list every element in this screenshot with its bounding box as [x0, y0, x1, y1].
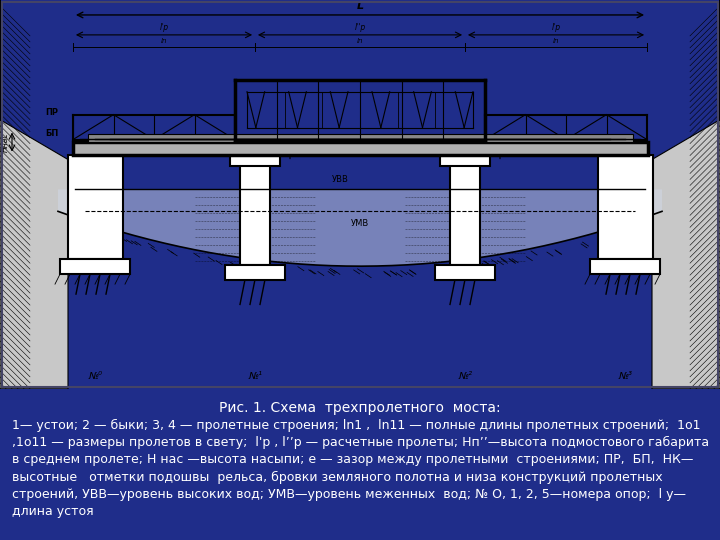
Bar: [598, 154, 653, 259]
Text: высотные   отметки подошвы  рельса, бровки земляного полотна и низа конструкций : высотные отметки подошвы рельса, бровки …: [12, 470, 662, 483]
Bar: [230, 154, 280, 166]
Text: l'р: l'р: [159, 23, 168, 32]
Text: БП: БП: [45, 129, 58, 138]
Text: строений, УВВ—уровень высоких вод; УМВ—уровень меженных  вод; № О, 1, 2, 5—номер: строений, УВВ—уровень высоких вод; УМВ—у…: [12, 488, 686, 501]
Polygon shape: [58, 190, 662, 266]
Bar: [435, 265, 495, 280]
Bar: [225, 265, 285, 280]
Bar: [60, 259, 130, 274]
Text: в среднем пролете; Н нас —высота насыпи; е — зазор между пролетными  строениями;: в среднем пролете; Н нас —высота насыпи;…: [12, 453, 693, 467]
Bar: [450, 154, 480, 265]
Bar: [68, 154, 123, 259]
Text: УВВ: УВВ: [332, 176, 348, 185]
Text: ln: ln: [356, 38, 364, 44]
Text: 1— устои; 2 — быки; 3, 4 — пролетные строения; ln1 ,  ln11 — полные длины пролет: 1— устои; 2 — быки; 3, 4 — пролетные стр…: [12, 419, 701, 432]
Text: ln: ln: [161, 38, 167, 44]
Text: №¹: №¹: [248, 371, 262, 381]
Text: №²: №²: [458, 371, 472, 381]
Text: НК: НК: [503, 147, 514, 156]
Text: НК: НК: [293, 147, 304, 156]
Text: l''р: l''р: [354, 23, 366, 32]
Text: №⁰: №⁰: [88, 371, 102, 381]
Text: ,1о11 — размеры пролетов в свету;  l'р , l’’р — расчетные пролеты; Нп’’—высота п: ,1о11 — размеры пролетов в свету; l'р , …: [12, 436, 709, 449]
Bar: [73, 141, 648, 154]
Text: Рис. 1. Схема  трехпролетного  моста:: Рис. 1. Схема трехпролетного моста:: [219, 401, 501, 415]
Text: Ннас: Ннас: [1, 132, 10, 152]
Bar: [440, 154, 490, 166]
Text: l'р: l'р: [552, 23, 561, 32]
Text: ПР: ПР: [45, 107, 58, 117]
Bar: [88, 133, 633, 141]
Text: ln: ln: [553, 38, 559, 44]
Bar: [240, 154, 270, 265]
Polygon shape: [652, 0, 720, 389]
Text: длина устоя: длина устоя: [12, 505, 94, 518]
Polygon shape: [0, 0, 68, 389]
Text: №³: №³: [618, 371, 632, 381]
Text: L: L: [356, 1, 364, 11]
Text: УМВ: УМВ: [351, 219, 369, 228]
Bar: [590, 259, 660, 274]
